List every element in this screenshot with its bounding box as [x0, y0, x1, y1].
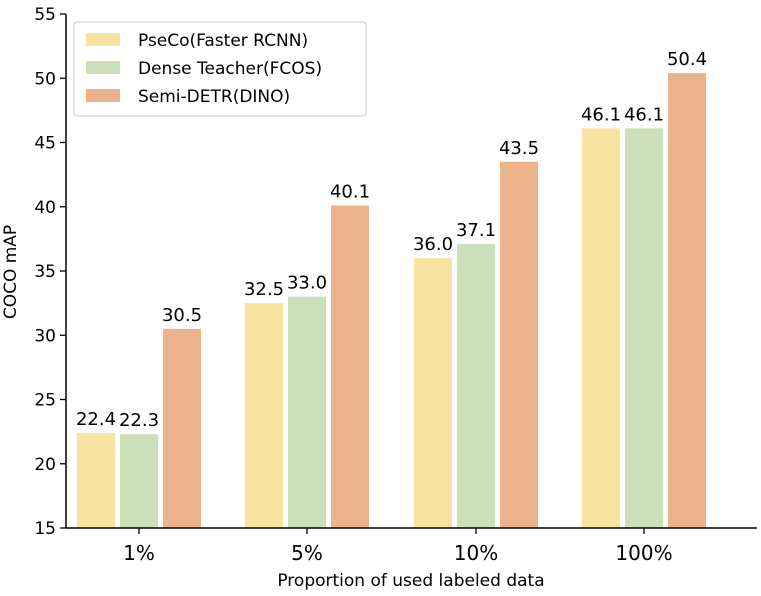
y-tick-label: 20 — [34, 455, 56, 475]
y-tick-label: 50 — [34, 69, 56, 89]
x-tick-label: 10% — [454, 541, 498, 565]
value-label: 22.3 — [119, 410, 159, 431]
value-label: 22.4 — [76, 409, 116, 430]
y-axis-title: COCO mAP — [1, 225, 21, 319]
x-axis: 1% 5% 10% 100% — [66, 527, 757, 565]
value-label: 33.0 — [287, 273, 327, 294]
y-tick-label: 15 — [34, 519, 56, 539]
y-tick-label: 35 — [34, 262, 56, 282]
bar-5pct-series-0 — [245, 303, 283, 528]
bar-5pct-series-2 — [331, 205, 369, 528]
x-tick-label: 1% — [123, 541, 155, 565]
x-tick-label: 100% — [615, 541, 672, 565]
bar-10pct-series-0 — [414, 258, 452, 528]
value-label: 37.1 — [456, 220, 496, 241]
y-tick-label: 45 — [34, 134, 56, 154]
y-tick-label: 25 — [34, 391, 56, 411]
value-label: 36.0 — [413, 234, 453, 255]
x-axis-title: Proportion of used labeled data — [277, 571, 544, 591]
y-tick-label: 55 — [34, 5, 56, 25]
bar-5pct-series-1 — [288, 296, 326, 528]
bar-1pct-series-0 — [77, 432, 115, 528]
legend-box — [73, 21, 367, 117]
x-tick-label: 5% — [291, 541, 323, 565]
y-tick-label: 40 — [34, 198, 56, 218]
y-tick-label: 30 — [34, 326, 56, 346]
legend-swatch — [86, 89, 120, 102]
bars-group — [77, 73, 706, 529]
bar-100pct-series-0 — [582, 128, 620, 529]
legend-label: Semi-DETR(DINO) — [138, 87, 290, 107]
value-label: 50.4 — [667, 49, 707, 70]
legend-swatch — [86, 61, 120, 74]
bar-10pct-series-2 — [500, 161, 538, 528]
bar-100pct-series-2 — [668, 73, 706, 529]
bar-10pct-series-1 — [457, 244, 495, 528]
legend: PseCo(Faster RCNN) Dense Teacher(FCOS) Sem… — [73, 21, 367, 117]
legend-label: PseCo(Faster RCNN) — [138, 31, 308, 51]
bar-1pct-series-1 — [120, 434, 158, 528]
bar-1pct-series-2 — [163, 328, 201, 528]
legend-swatch — [86, 33, 120, 46]
value-label: 43.5 — [499, 138, 539, 159]
value-label: 30.5 — [162, 305, 202, 326]
value-labels-group: 22.4 22.3 30.5 32.5 33.0 40.1 36.037.1 43.5 46.1… — [76, 49, 707, 431]
bar-100pct-series-1 — [625, 128, 663, 529]
value-label: 32.5 — [244, 279, 284, 300]
y-axis: 15 20 25 30 35 40 45 50 55 — [34, 5, 67, 539]
legend-label: Dense Teacher(FCOS) — [138, 59, 322, 79]
value-label: 46.1 — [624, 104, 664, 125]
value-label: 46.1 — [581, 104, 621, 125]
value-label: 40.1 — [330, 181, 370, 202]
